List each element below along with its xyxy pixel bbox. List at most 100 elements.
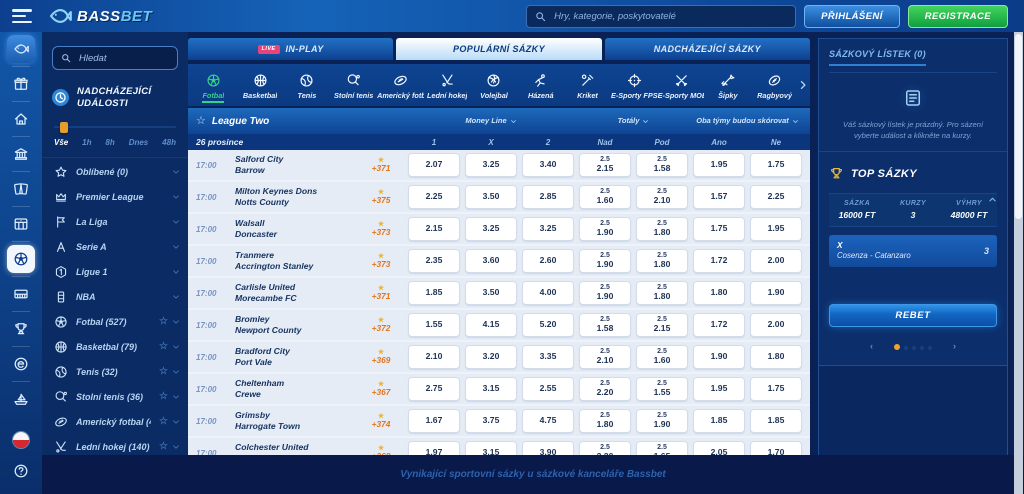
sport-2[interactable]: Tenis [284, 71, 331, 100]
odds-button-x[interactable]: 3.50 [465, 185, 517, 209]
odds-button-pod[interactable]: 2.5 1.80 [636, 281, 688, 305]
sidebar-item-0[interactable]: Oblíbené (0) [42, 160, 188, 185]
time-filter-48h[interactable]: 48h [162, 137, 176, 147]
odds-button-nad[interactable]: 2.5 1.58 [579, 313, 631, 337]
market-header-btts[interactable]: Oba týmy budou skórovat [693, 116, 802, 126]
pagination-dot-1[interactable] [904, 346, 908, 350]
odds-boost[interactable]: ★ +371 [359, 285, 403, 301]
odds-button-2[interactable]: 3.25 [522, 217, 574, 241]
odds-button-x[interactable]: 3.60 [465, 249, 517, 273]
odds-button-1[interactable]: 1.85 [408, 281, 460, 305]
odds-button-nad[interactable]: 2.5 2.10 [579, 345, 631, 369]
bassbet-logo[interactable]: BASSBET [48, 4, 152, 28]
sport-10[interactable]: E-Sporty MOBA [658, 71, 704, 100]
page-scrollbar[interactable] [1014, 32, 1023, 494]
odds-button-ano[interactable]: 2.05 [693, 441, 745, 458]
odds-button-1[interactable]: 2.35 [408, 249, 460, 273]
sidebar-search-input[interactable] [77, 51, 169, 65]
chevron-down-icon[interactable] [172, 193, 180, 201]
odds-button-ano[interactable]: 1.80 [693, 281, 745, 305]
chevron-down-icon[interactable] [172, 293, 180, 301]
odds-button-1[interactable]: 2.10 [408, 345, 460, 369]
odds-button-ne[interactable]: 2.00 [750, 249, 802, 273]
rail-item-bank[interactable] [7, 140, 35, 168]
scrollbar-thumb[interactable] [1015, 34, 1022, 219]
sidebar-item-8[interactable]: Tenis (32) ☆ [42, 360, 188, 385]
chevron-down-icon[interactable] [172, 393, 180, 401]
favorite-star-icon[interactable]: ☆ [159, 416, 168, 428]
odds-button-ano[interactable]: 1.95 [693, 153, 745, 177]
rail-item-language-flag[interactable] [7, 426, 35, 454]
global-search[interactable] [526, 4, 797, 28]
register-button[interactable]: REGISTRACE [907, 4, 1008, 28]
market-header-moneyline[interactable]: Money Line [408, 116, 574, 126]
favorite-star-icon[interactable]: ☆ [159, 441, 168, 453]
rail-item-home[interactable] [7, 105, 35, 133]
top-bet-selection[interactable]: X Cosenza - Catanzaro 3 [829, 234, 997, 268]
odds-button-2[interactable]: 3.35 [522, 345, 574, 369]
odds-boost[interactable]: ★ +367 [359, 381, 403, 397]
odds-button-2[interactable]: 2.85 [522, 185, 574, 209]
tab-1[interactable]: POPULÁRNÍ SÁZKY [396, 38, 602, 60]
sport-5[interactable]: Lední hokej [424, 71, 471, 100]
rail-item-live-betting[interactable] [7, 280, 35, 308]
sidebar-item-7[interactable]: Basketbal (79) ☆ [42, 335, 188, 360]
sidebar-item-10[interactable]: Americký fotbal (44) ☆ [42, 410, 188, 435]
odds-button-ano[interactable]: 1.72 [693, 313, 745, 337]
odds-boost[interactable]: ★ +374 [359, 413, 403, 429]
pagination-dot-4[interactable] [928, 346, 932, 350]
sidebar-item-1[interactable]: Premier League [42, 185, 188, 210]
match-teams[interactable]: Cheltenham Crewe [235, 378, 354, 400]
betslip-tab[interactable]: SÁZKOVÝ LÍSTEK (0) [829, 39, 997, 73]
sport-12[interactable]: Ragbyový [751, 71, 798, 100]
odds-button-nad[interactable]: 2.5 1.80 [579, 409, 631, 433]
odds-button-nad[interactable]: 2.5 1.60 [579, 185, 631, 209]
match-teams[interactable]: Bradford City Port Vale [235, 346, 354, 368]
menu-toggle-button[interactable] [12, 9, 32, 23]
chevron-down-icon[interactable] [172, 268, 180, 276]
match-teams[interactable]: Walsall Doncaster [235, 218, 354, 240]
rebet-button[interactable]: REBET [829, 304, 997, 327]
odds-button-ne[interactable]: 1.70 [750, 441, 802, 458]
chevron-down-icon[interactable] [172, 318, 180, 326]
pagination-prev-icon[interactable]: ‹ [870, 341, 873, 351]
odds-button-pod[interactable]: 2.51.65 [636, 441, 688, 458]
rail-item-cards[interactable] [7, 175, 35, 203]
odds-button-nad[interactable]: 2.5 1.90 [579, 217, 631, 241]
odds-button-2[interactable]: 4.75 [522, 409, 574, 433]
odds-button-pod[interactable]: 2.5 2.10 [636, 185, 688, 209]
sidebar-search[interactable] [52, 46, 178, 70]
odds-button-1[interactable]: 1.67 [408, 409, 460, 433]
odds-button-x[interactable]: 3.15 [465, 441, 517, 458]
sport-9[interactable]: E-Sporty FPS [611, 71, 658, 100]
sport-1[interactable]: Basketbal [237, 71, 284, 100]
chevron-down-icon[interactable] [172, 443, 180, 451]
odds-button-ne[interactable]: 2.00 [750, 313, 802, 337]
odds-button-pod[interactable]: 2.5 1.58 [636, 153, 688, 177]
time-filter-8h[interactable]: 8h [105, 137, 115, 147]
odds-button-2[interactable]: 2.55 [522, 377, 574, 401]
odds-boost[interactable]: ★ +375 [359, 189, 403, 205]
tab-0[interactable]: LIVE IN-PLAY [188, 38, 394, 60]
odds-button-ne[interactable]: 1.95 [750, 217, 802, 241]
odds-button-2[interactable]: 5.20 [522, 313, 574, 337]
odds-button-x[interactable]: 3.50 [465, 281, 517, 305]
odds-boost[interactable]: ★ +373 [359, 253, 403, 269]
sport-6[interactable]: Volejbal [471, 71, 518, 100]
sport-3[interactable]: Stolní tenis [330, 71, 377, 100]
odds-button-nad[interactable]: 2.5 1.90 [579, 281, 631, 305]
odds-button-ano[interactable]: 1.75 [693, 217, 745, 241]
odds-button-nad[interactable]: 2.5 2.15 [579, 153, 631, 177]
rail-item-esports[interactable] [7, 350, 35, 378]
match-teams[interactable]: Bromley Newport County [235, 314, 354, 336]
odds-button-nad[interactable]: 2.52.20 [579, 441, 631, 458]
favorite-star-icon[interactable]: ☆ [159, 316, 168, 328]
odds-button-x[interactable]: 3.25 [465, 153, 517, 177]
rail-item-help[interactable] [7, 457, 35, 485]
odds-boost[interactable]: ★ +371 [359, 157, 403, 173]
favorite-star-icon[interactable]: ☆ [159, 366, 168, 378]
sport-11[interactable]: Šipky [704, 71, 751, 100]
odds-button-x[interactable]: 3.20 [465, 345, 517, 369]
odds-boost[interactable]: ★ +372 [359, 317, 403, 333]
favorite-league-star-icon[interactable]: ☆ [196, 114, 206, 127]
